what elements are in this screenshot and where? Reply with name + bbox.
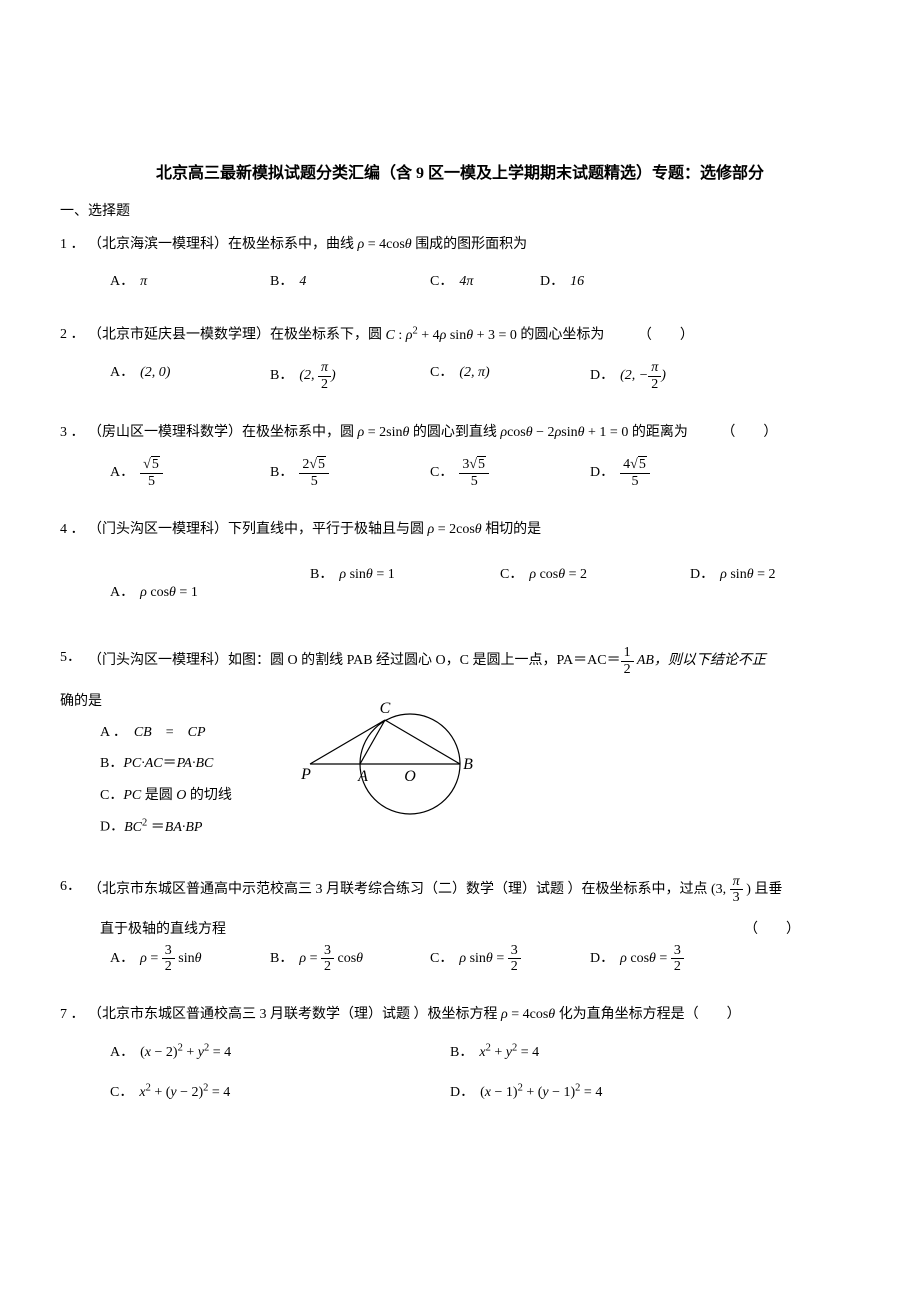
q6-blank: （ ） — [744, 917, 800, 942]
q7-opt-b: B．x2 + y2 = 4 — [450, 1040, 750, 1066]
q6-opt-b: B．ρ = 32 cosθ — [270, 943, 430, 975]
q2-num: 2 ． — [60, 322, 88, 348]
q5-opt-c: C．PC 是圆 O 的切线 — [100, 783, 290, 808]
q2-opt-d: D．(2, −π2) — [590, 360, 750, 392]
q3-text: （房山区一模理科数学）在极坐标系中，圆 ρ = 2sinθ 的圆心到直线 ρco… — [88, 420, 860, 445]
q7-opt-d: D．(x − 1)2 + (y − 1)2 = 4 — [450, 1079, 750, 1105]
svg-text:C: C — [380, 700, 391, 717]
q5-text: （门头沟区一模理科）如图：圆 O 的割线 PAB 经过圆心 O，C 是圆上一点，… — [88, 645, 860, 677]
q2-text: （北京市延庆县一模数学理）在极坐标系下，圆 C : ρ2 + 4ρ sinθ +… — [88, 322, 860, 348]
q4-opt-d: D．ρ sinθ = 2 — [690, 562, 850, 605]
q4-opt-a: A．ρ cosθ = 1 — [110, 580, 310, 605]
section-header: 一、选择题 — [60, 199, 860, 224]
q6-num: 6． — [60, 874, 88, 906]
svg-text:A: A — [357, 768, 368, 785]
q4-opt-b: B．ρ sinθ = 1 — [310, 562, 500, 605]
question-1: 1 ． （北京海滨一模理科）在极坐标系中，曲线 ρ = 4cosθ 围成的图形面… — [60, 232, 860, 294]
q6-opt-c: C．ρ sinθ = 32 — [430, 943, 590, 975]
q4-source: （门头沟区一模理科） — [88, 522, 228, 537]
question-3: 3 ． （房山区一模理科数学）在极坐标系中，圆 ρ = 2sinθ 的圆心到直线… — [60, 420, 860, 489]
q1-opt-d: D．16 — [540, 269, 700, 294]
q5-figure: C P A O B — [290, 689, 490, 828]
q1-num: 1 ． — [60, 232, 88, 257]
q1-opt-b: B．4 — [270, 269, 430, 294]
q3-options: A．55 B．255 C．355 D．455 — [60, 457, 860, 489]
q3-opt-b: B．255 — [270, 457, 430, 489]
q7-options: A．(x − 2)2 + y2 = 4 B．x2 + y2 = 4 C．x2 +… — [60, 1040, 860, 1106]
q3-opt-c: C．355 — [430, 457, 590, 489]
q3-opt-a: A．55 — [110, 457, 270, 489]
q6-source: （北京市东城区普通高中示范校高三 3 月联考综合练习（二）数学（理）试题 ） — [88, 882, 582, 897]
svg-text:B: B — [463, 756, 473, 773]
q6-opt-d: D．ρ cosθ = 32 — [590, 943, 750, 975]
q5-opt-a: A ． CB = CP — [100, 720, 290, 745]
q2-options: A．(2, 0) B．(2, π2) C．(2, π) D．(2, −π2) — [60, 360, 860, 392]
q1-opt-c: C．4π — [430, 269, 540, 294]
q2-opt-c: C．(2, π) — [430, 360, 590, 392]
q7-source: （北京市东城区普通校高三 3 月联考数学（理）试题 ） — [88, 1007, 428, 1022]
q3-blank: （ ） — [721, 425, 777, 440]
q5-source: （门头沟区一模理科） — [88, 653, 228, 668]
q1-text: （北京海滨一模理科）在极坐标系中，曲线 ρ = 4cosθ 围成的图形面积为 — [88, 232, 860, 257]
q5-line2: 确的是 — [60, 689, 290, 714]
q5-opt-d: D．BC2 ＝BA·BP — [100, 814, 290, 840]
question-2: 2 ． （北京市延庆县一模数学理）在极坐标系下，圆 C : ρ2 + 4ρ si… — [60, 322, 860, 392]
q4-num: 4 ． — [60, 517, 88, 542]
question-4: 4 ． （门头沟区一模理科）下列直线中，平行于极轴且与圆 ρ = 2cosθ 相… — [60, 517, 860, 605]
q6-options: A．ρ = 32 sinθ B．ρ = 32 cosθ C．ρ sinθ = 3… — [60, 943, 860, 975]
q1-source: （北京海滨一模理科） — [88, 237, 228, 252]
q5-num: 5． — [60, 645, 88, 677]
q6-line2: 直于极轴的直线方程 — [100, 917, 226, 942]
q1-opt-a: A．π — [110, 269, 270, 294]
q1-options: A．π B．4 C．4π D．16 — [60, 269, 860, 294]
q6-text: （北京市东城区普通高中示范校高三 3 月联考综合练习（二）数学（理）试题 ）在极… — [88, 874, 860, 906]
question-7: 7 ． （北京市东城区普通校高三 3 月联考数学（理）试题 ）极坐标方程 ρ =… — [60, 1002, 860, 1105]
q3-num: 3 ． — [60, 420, 88, 445]
q3-source: （房山区一模理科数学） — [88, 425, 242, 440]
q3-opt-d: D．455 — [590, 457, 750, 489]
question-5: 5． （门头沟区一模理科）如图：圆 O 的割线 PAB 经过圆心 O，C 是圆上… — [60, 645, 860, 845]
q5-opt-b: B．PC·AC＝PA·BC — [100, 751, 290, 776]
q2-opt-a: A．(2, 0) — [110, 360, 270, 392]
q2-source: （北京市延庆县一模数学理） — [88, 328, 270, 343]
q4-opt-c: C．ρ cosθ = 2 — [500, 562, 690, 605]
q2-opt-b: B．(2, π2) — [270, 360, 430, 392]
q7-opt-c: C．x2 + (y − 2)2 = 4 — [110, 1079, 450, 1105]
page-title: 北京高三最新模拟试题分类汇编（含 9 区一模及上学期期末试题精选）专题：选修部分 — [60, 160, 860, 189]
q2-blank: （ ） — [638, 328, 694, 343]
svg-text:O: O — [404, 768, 416, 785]
q7-opt-a: A．(x − 2)2 + y2 = 4 — [110, 1040, 450, 1066]
q4-options: A．ρ cosθ = 1 B．ρ sinθ = 1 C．ρ cosθ = 2 D… — [60, 562, 860, 605]
q4-text: （门头沟区一模理科）下列直线中，平行于极轴且与圆 ρ = 2cosθ 相切的是 — [88, 517, 860, 542]
svg-text:P: P — [300, 766, 311, 783]
question-6: 6． （北京市东城区普通高中示范校高三 3 月联考综合练习（二）数学（理）试题 … — [60, 874, 860, 975]
q7-text: （北京市东城区普通校高三 3 月联考数学（理）试题 ）极坐标方程 ρ = 4co… — [88, 1002, 860, 1027]
q7-num: 7 ． — [60, 1002, 88, 1027]
q6-opt-a: A．ρ = 32 sinθ — [110, 943, 270, 975]
